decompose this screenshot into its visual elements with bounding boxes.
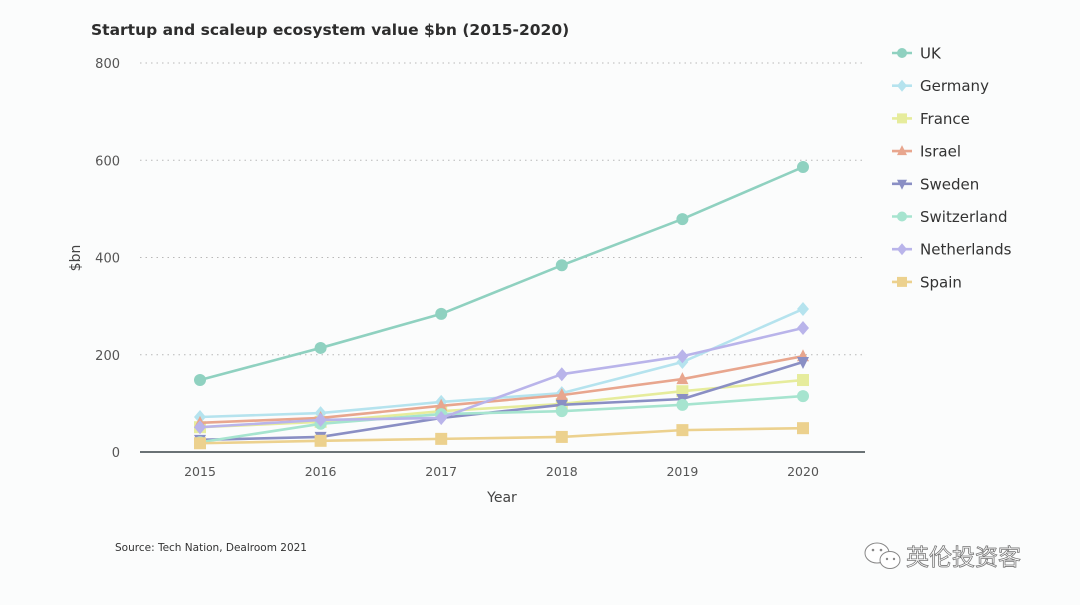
y-axis-label: $bn (68, 245, 84, 272)
legend-label: Spain (920, 273, 962, 291)
legend-marker (897, 243, 907, 256)
y-tick-label: 0 (112, 446, 120, 461)
legend-marker (897, 179, 907, 190)
series-line (199, 354, 804, 425)
series-line (199, 307, 804, 419)
legend-item-spain: Spain (892, 273, 962, 291)
watermark-text: 英伦投资客 (906, 545, 1021, 571)
source-note: Source: Tech Nation, Dealroom 2021 (115, 542, 307, 554)
y-tick-label: 800 (95, 57, 120, 72)
x-tick-label: 2020 (787, 464, 819, 479)
grid (140, 62, 865, 453)
x-tick-label: 2017 (425, 464, 457, 479)
data-point (797, 422, 809, 435)
legend-label: Israel (920, 143, 961, 161)
legend-item-netherlands: Netherlands (892, 241, 1012, 259)
data-point (435, 307, 448, 320)
data-point (194, 420, 206, 435)
data-point (314, 412, 327, 427)
legend-label: Switzerland (920, 208, 1008, 226)
y-axis: 0 200 400 600 800 (95, 57, 120, 461)
data-point (797, 321, 809, 336)
x-tick-label: 2015 (184, 464, 216, 479)
y-tick-label: 400 (95, 252, 120, 267)
data-point (555, 388, 568, 401)
legend-item-switzerland: Switzerland (892, 208, 1008, 226)
data-point (797, 357, 809, 370)
data-point (676, 349, 689, 364)
legend-item-uk: UK (892, 45, 942, 63)
series-line (199, 165, 804, 382)
series-line (199, 378, 804, 429)
legend-marker (897, 276, 907, 287)
data-point (676, 424, 689, 437)
chart-title: Startup and scaleup ecosystem value $bn … (91, 21, 569, 39)
data-point (797, 302, 809, 317)
data-point (676, 213, 689, 226)
legend-item-germany: Germany (892, 77, 989, 95)
series-spain (194, 422, 809, 450)
data-point (435, 398, 448, 411)
legend-label: Sweden (920, 175, 979, 193)
series-line (199, 394, 804, 444)
series-line (199, 326, 804, 429)
data-point (555, 259, 568, 272)
legend-marker (897, 145, 907, 156)
legend-label: UK (920, 45, 942, 63)
wechat-icon (864, 542, 901, 569)
x-tick-label: 2019 (666, 464, 698, 479)
legend-marker (897, 211, 907, 222)
data-point (797, 161, 809, 174)
legend-label: France (920, 110, 970, 128)
data-point (435, 410, 448, 425)
series-uk (194, 161, 809, 387)
x-tick-label: 2018 (546, 464, 578, 479)
legend-marker (897, 79, 907, 92)
series-germany (194, 302, 809, 424)
data-point (194, 374, 206, 387)
data-point (797, 374, 809, 387)
legend-marker (897, 48, 907, 58)
data-point (676, 398, 689, 411)
data-point (194, 437, 206, 450)
legend-marker (897, 113, 907, 124)
series-group (194, 161, 809, 450)
data-point (676, 372, 689, 385)
legend-item-france: France (892, 110, 970, 128)
legend-label: Netherlands (920, 241, 1012, 259)
data-point (314, 341, 327, 354)
x-axis-label: Year (486, 490, 517, 506)
data-point (555, 367, 568, 382)
y-tick-label: 600 (95, 154, 120, 169)
y-tick-label: 200 (95, 349, 120, 364)
x-axis: 2015 2016 2017 2018 2019 2020 (184, 464, 819, 479)
data-point (435, 432, 448, 445)
series-line (199, 426, 804, 445)
x-tick-label: 2016 (305, 464, 337, 479)
data-point (314, 434, 327, 447)
legend-label: Germany (920, 77, 989, 95)
watermark: 英伦投资客 (864, 542, 1021, 571)
data-point (797, 390, 809, 403)
legend: UK Germany France Israel Sweden Switzerland Ne… (892, 45, 1012, 291)
legend-item-sweden: Sweden (892, 175, 979, 193)
legend-item-israel: Israel (892, 143, 961, 161)
series-netherlands (194, 321, 809, 435)
data-point (555, 430, 568, 443)
data-point (555, 405, 568, 418)
